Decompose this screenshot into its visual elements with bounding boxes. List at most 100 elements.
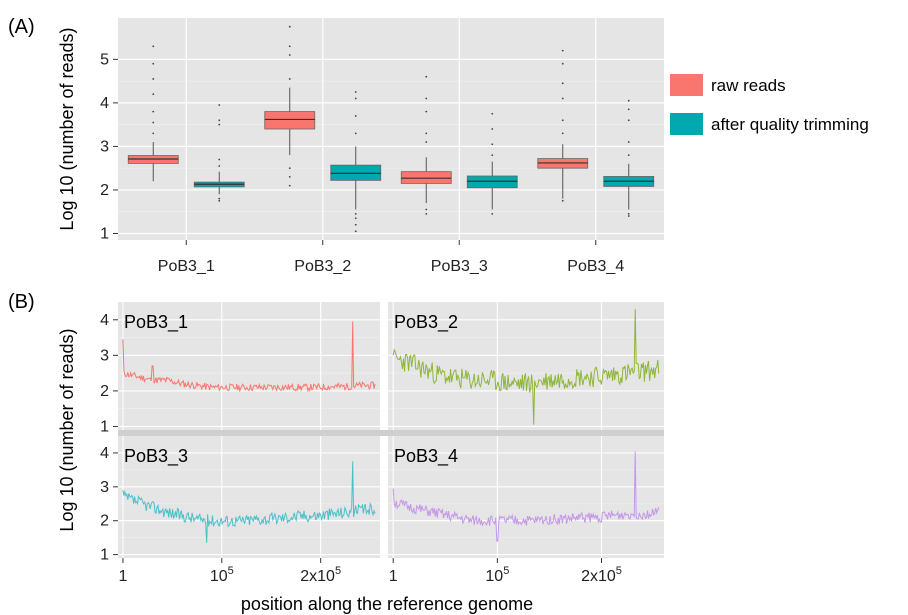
box-body bbox=[264, 111, 316, 130]
box-outlier-point bbox=[288, 45, 291, 48]
box-outlier-point bbox=[354, 115, 357, 117]
box-outlier-point bbox=[491, 212, 494, 215]
box-outlier-point bbox=[561, 82, 564, 85]
box-PoB3_1-raw bbox=[127, 45, 179, 182]
box-outlier-point bbox=[288, 54, 291, 56]
facet-x-tick-label: 1 bbox=[389, 568, 398, 585]
facet-y-tick-label: 3 bbox=[100, 479, 109, 496]
panel-a-y-tick-label: 2 bbox=[100, 182, 109, 199]
box-outlier-point bbox=[288, 78, 291, 80]
box-outlier-point bbox=[218, 123, 221, 126]
panel-a-x-tick-label: PoB3_4 bbox=[567, 258, 624, 275]
legend: raw reads after quality trimming bbox=[670, 74, 869, 135]
panel-a-y-tick-label: 5 bbox=[100, 51, 109, 68]
box-outlier-point bbox=[288, 25, 291, 28]
facet-y-tick-label: 4 bbox=[100, 312, 109, 329]
box-outlier-point bbox=[561, 97, 564, 100]
box-outlier-point bbox=[561, 49, 564, 52]
facet-label: PoB3_2 bbox=[394, 312, 458, 333]
box-outlier-point bbox=[152, 121, 155, 124]
box-outlier-point bbox=[354, 212, 357, 215]
box-outlier-point bbox=[425, 110, 428, 113]
box-outlier-point bbox=[491, 154, 494, 157]
box-outlier-point bbox=[354, 217, 357, 220]
facet-x-tick-label: 2x105 bbox=[300, 565, 341, 585]
legend-swatch-raw-reads bbox=[670, 74, 703, 96]
panel-a-y-tick-label: 3 bbox=[100, 138, 109, 155]
facet-y-tick-label: 1 bbox=[100, 418, 109, 435]
facet-label: PoB3_1 bbox=[124, 312, 188, 333]
panel-a-y-axis: 1 2 3 4 5 bbox=[100, 51, 118, 242]
box-outlier-point bbox=[288, 167, 291, 170]
box-outlier-point bbox=[491, 128, 494, 130]
panel-a-label: (A) bbox=[8, 16, 35, 38]
box-outlier-point bbox=[491, 143, 494, 146]
box-PoB3_4-trimmed bbox=[603, 99, 655, 217]
facet-y-tick-label: 1 bbox=[100, 547, 109, 564]
box-PoB3_4-raw bbox=[537, 49, 589, 202]
panel-b-y-axis-title: Log 10 (number of reads) bbox=[57, 328, 77, 531]
box-outlier-point bbox=[354, 230, 357, 233]
box-outlier-point bbox=[152, 62, 155, 65]
box-outlier-point bbox=[561, 199, 564, 202]
panel-b-facets: 1 2 3 4 PoB3_1 PoB3_2 1 2 3 4 1 105 2x105 PoB3_3 1 105 2… bbox=[100, 302, 664, 585]
facet-y-tick-label: 4 bbox=[100, 445, 109, 462]
box-outlier-point bbox=[425, 141, 428, 143]
facet-y-tick-label: 3 bbox=[100, 347, 109, 364]
box-outlier-point bbox=[152, 78, 155, 80]
box-outlier-point bbox=[627, 108, 630, 111]
box-PoB3_3-raw bbox=[400, 75, 452, 215]
panel-a-y-tick-label: 1 bbox=[100, 225, 109, 242]
box-outlier-point bbox=[288, 175, 291, 178]
box-outlier-point bbox=[627, 119, 630, 122]
box-outlier-point bbox=[425, 97, 428, 100]
panel-b-x-axis-title: position along the reference genome bbox=[241, 594, 533, 614]
box-outlier-point bbox=[425, 132, 428, 135]
panel-b-label: (B) bbox=[8, 291, 35, 313]
facet-x-tick-label: 105 bbox=[485, 565, 509, 585]
box-PoB3_2-raw bbox=[264, 25, 316, 187]
facet-series-line bbox=[392, 451, 660, 542]
box-outlier-point bbox=[218, 104, 221, 106]
box-outlier-point bbox=[288, 184, 291, 187]
facet-series-line bbox=[122, 461, 376, 543]
box-PoB3_2-trimmed bbox=[330, 91, 382, 233]
facet-series-line bbox=[392, 309, 660, 425]
facet-y-tick-label: 2 bbox=[100, 513, 109, 530]
box-outlier-point bbox=[218, 119, 221, 122]
box-body bbox=[400, 171, 452, 184]
box-outlier-point bbox=[152, 45, 155, 48]
facet-label: PoB3_4 bbox=[394, 446, 458, 467]
box-outlier-point bbox=[218, 158, 221, 161]
facet-PoB3_1: 1 2 3 4 PoB3_1 bbox=[100, 302, 380, 435]
box-body bbox=[330, 164, 382, 181]
box-outlier-point bbox=[218, 165, 221, 167]
box-outlier-point bbox=[354, 97, 357, 100]
panel-a-grid bbox=[118, 18, 664, 240]
box-outlier-point bbox=[152, 132, 155, 135]
facet-x-tick-label: 2x105 bbox=[581, 565, 622, 585]
panel-a: (A) 1 2 3 4 5 PoB3_1 PoB3_2 PoB3_3 PoB3_4 Log 1… bbox=[8, 16, 869, 275]
box-outlier-point bbox=[218, 199, 221, 202]
box-outlier-point bbox=[627, 99, 630, 102]
panel-a-y-tick-label: 4 bbox=[100, 95, 109, 112]
facet-series-line bbox=[122, 321, 376, 393]
panel-a-x-axis: PoB3_1 PoB3_2 PoB3_3 PoB3_4 bbox=[158, 240, 624, 275]
facet-label: PoB3_3 bbox=[124, 446, 188, 467]
facet-PoB3_3: 1 2 3 4 1 105 2x105 PoB3_3 bbox=[100, 436, 380, 585]
legend-swatch-after-quality-trimming bbox=[670, 113, 703, 135]
box-outlier-point bbox=[561, 132, 564, 135]
box-PoB3_3-trimmed bbox=[466, 112, 518, 215]
box-outlier-point bbox=[218, 197, 221, 200]
box-outlier-point bbox=[627, 141, 630, 143]
box-outlier-point bbox=[425, 212, 428, 215]
box-outlier-point bbox=[354, 223, 357, 226]
box-outlier-point bbox=[491, 112, 494, 115]
box-outlier-point bbox=[152, 110, 155, 113]
box-outlier-point bbox=[425, 75, 428, 78]
box-outlier-point bbox=[627, 154, 630, 157]
facet-strip-separator bbox=[118, 430, 664, 436]
box-outlier-point bbox=[561, 119, 564, 122]
